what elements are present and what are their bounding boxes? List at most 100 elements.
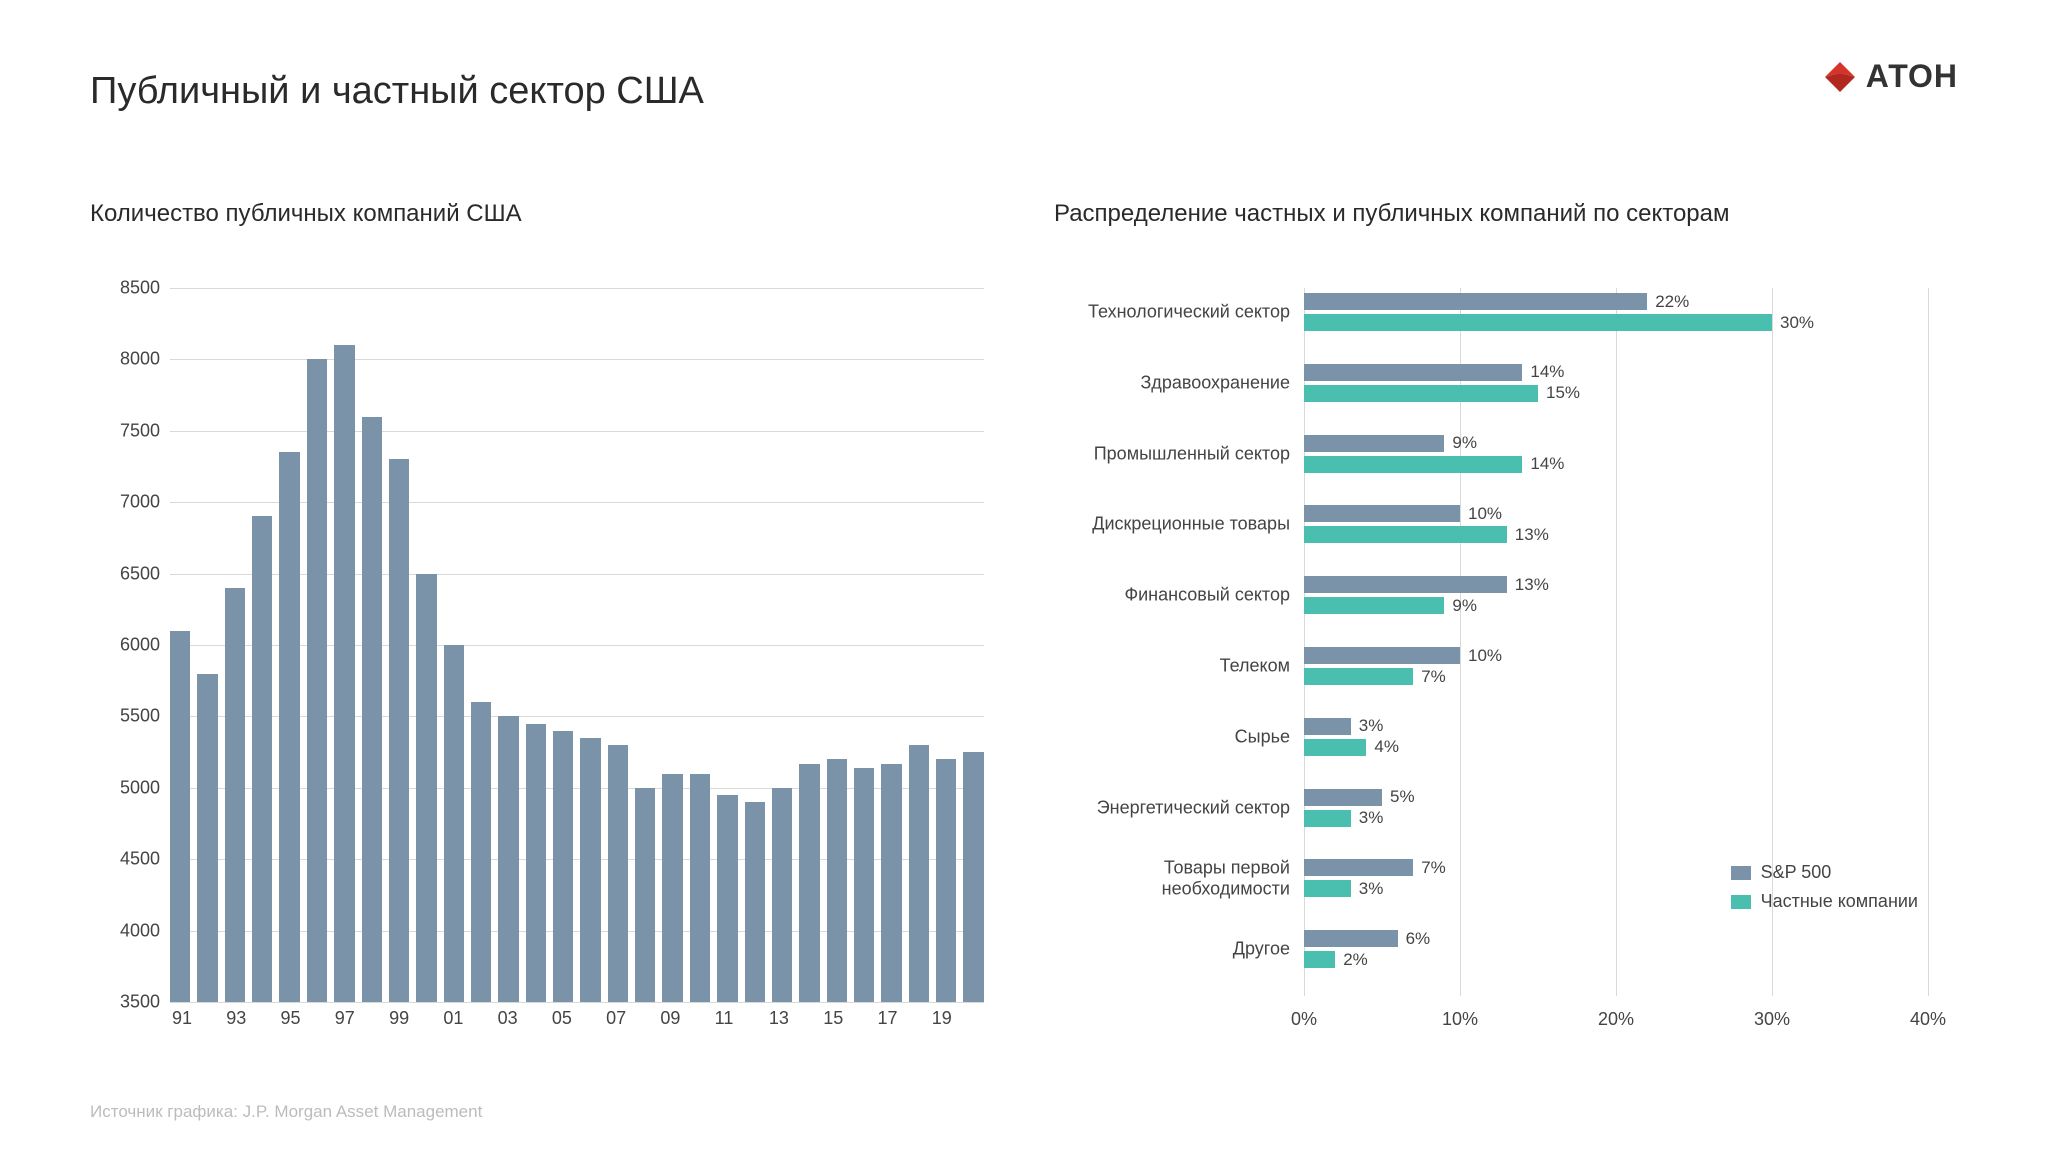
y-tick-label: 6500 [90,563,160,584]
x-tick-label: 19 [930,1002,984,1032]
bars-container [170,288,984,1002]
bar-private: 14% [1304,456,1522,473]
y-tick-label: 4000 [90,920,160,941]
bar [881,764,901,1002]
bar [526,724,546,1002]
bar-value-label: 4% [1366,737,1399,757]
bar [279,452,299,1002]
page-title: Публичный и частный сектор США [90,70,704,113]
bar-value-label: 13% [1507,525,1549,545]
bar [252,516,272,1002]
bar [772,788,792,1002]
x-tick-label: 97 [333,1002,387,1032]
bar-value-label: 14% [1522,454,1564,474]
x-tick-label: 30% [1754,1009,1790,1030]
bar [580,738,600,1002]
bar-value-label: 14% [1522,362,1564,382]
legend-item: Частные компании [1731,891,1918,912]
category-label: Технологический сектор [1064,302,1304,323]
bar-value-label: 15% [1538,383,1580,403]
bar [225,588,245,1002]
bar-value-label: 5% [1382,787,1415,807]
category-label: Энергетический сектор [1064,797,1304,818]
y-tick-label: 6000 [90,635,160,656]
bar-private: 4% [1304,739,1366,756]
x-tick-label: 17 [875,1002,929,1032]
hbar-row: Промышленный сектор9%14% [1304,430,1928,478]
category-label: Финансовый сектор [1064,585,1304,606]
legend-swatch [1731,895,1751,909]
hbar-chart-area: 0%10%20%30%40%Технологический сектор22%3… [1054,288,1958,1032]
bar-sp500: 9% [1304,435,1444,452]
bar-value-label: 10% [1460,504,1502,524]
x-tick-label: 0% [1291,1009,1317,1030]
bar-value-label: 9% [1444,433,1477,453]
hbar-row: Здравоохранение14%15% [1304,359,1928,407]
right-chart-title: Распределение частных и публичных компан… [1054,200,1958,228]
x-tick-label: 03 [496,1002,550,1032]
hbar-row: Энергетический сектор5%3% [1304,784,1928,832]
bar [389,459,409,1002]
hbar-row: Дискреционные товары10%13% [1304,500,1928,548]
bar [662,774,682,1002]
x-tick-label: 95 [279,1002,333,1032]
bar [170,631,190,1002]
legend-label: S&P 500 [1761,862,1832,883]
bar-private: 3% [1304,880,1351,897]
y-tick-label: 8000 [90,349,160,370]
bar-value-label: 9% [1444,596,1477,616]
bar-private: 30% [1304,314,1772,331]
y-tick-label: 7500 [90,420,160,441]
x-tick-label: 40% [1910,1009,1946,1030]
bar [416,574,436,1002]
hbar-row: Финансовый сектор13%9% [1304,571,1928,619]
hbar-row: Телеком10%7% [1304,642,1928,690]
bar [553,731,573,1002]
bar-sp500: 5% [1304,789,1382,806]
bar-sp500: 22% [1304,293,1647,310]
y-tick-label: 3500 [90,992,160,1013]
bar [690,774,710,1002]
x-tick-label: 09 [658,1002,712,1032]
bar-value-label: 10% [1460,646,1502,666]
x-tick-label: 05 [550,1002,604,1032]
bar-value-label: 7% [1413,667,1446,687]
right-chart: Распределение частных и публичных компан… [1054,200,1958,1032]
y-tick-label: 8500 [90,278,160,299]
category-label: Здравоохранение [1064,372,1304,393]
bar [827,759,847,1002]
bar-private: 15% [1304,385,1538,402]
bar [854,768,874,1002]
logo-icon [1822,59,1858,95]
x-tick-label: 93 [224,1002,278,1032]
bar [471,702,491,1002]
x-tick-label: 13 [767,1002,821,1032]
category-label: Другое [1064,939,1304,960]
bar [608,745,628,1002]
bar-sp500: 14% [1304,364,1522,381]
bar-value-label: 3% [1351,716,1384,736]
left-chart-title: Количество публичных компаний США [90,200,994,228]
bar-value-label: 6% [1398,929,1431,949]
bar [717,795,737,1002]
hbar-row: Технологический сектор22%30% [1304,288,1928,336]
bar-chart-area: 3500400045005000550060006500700075008000… [90,288,994,1032]
bar [635,788,655,1002]
bar-private: 9% [1304,597,1444,614]
bar [936,759,956,1002]
legend-swatch [1731,866,1751,880]
y-tick-label: 7000 [90,492,160,513]
x-tick-label: 07 [604,1002,658,1032]
category-label: Товары первой необходимости [1064,858,1304,899]
bar [334,345,354,1002]
bar-value-label: 30% [1772,313,1814,333]
bar-sp500: 6% [1304,930,1398,947]
logo: АТОН [1822,58,1958,95]
x-tick-label: 15 [821,1002,875,1032]
bar-private: 7% [1304,668,1413,685]
bar-value-label: 3% [1351,879,1384,899]
legend: S&P 500 Частные компании [1731,854,1918,912]
y-tick-label: 5500 [90,706,160,727]
category-label: Сырье [1064,726,1304,747]
bar [197,674,217,1002]
